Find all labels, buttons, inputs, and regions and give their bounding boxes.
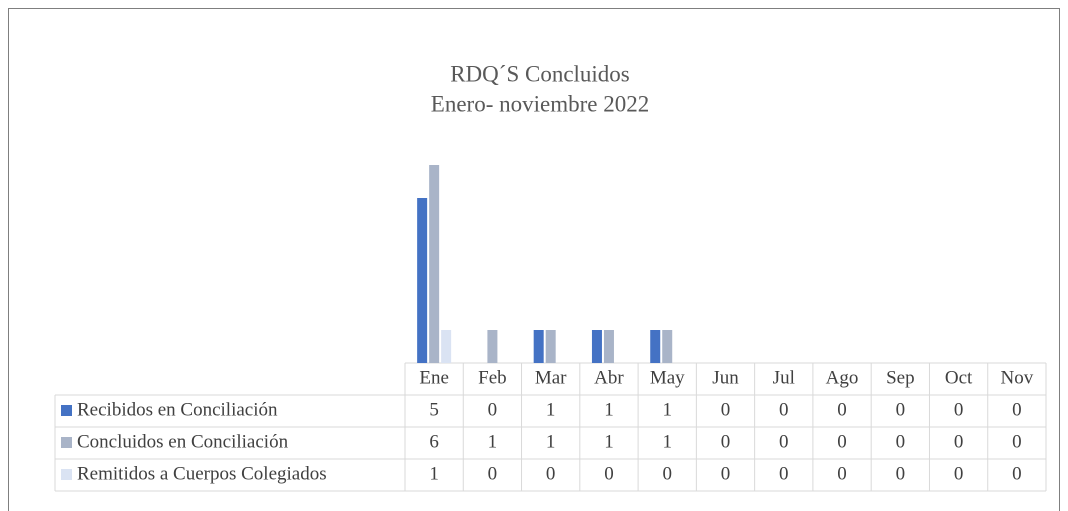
category-label: Jul: [773, 367, 795, 388]
table-value: 0: [896, 431, 906, 452]
table-value: 1: [604, 399, 614, 420]
legend-swatch: [61, 405, 72, 416]
table-value: 0: [954, 463, 964, 484]
category-label: Jun: [712, 367, 739, 388]
table-value: 0: [837, 399, 847, 420]
table-value: 0: [1012, 463, 1022, 484]
table-value: 0: [604, 463, 614, 484]
table-value: 0: [954, 399, 964, 420]
table-value: 0: [488, 463, 498, 484]
bar: [650, 330, 661, 363]
table-value: 0: [896, 399, 906, 420]
legend-label: Concluidos en Conciliación: [77, 431, 289, 452]
bar: [603, 330, 614, 363]
table-value: 1: [546, 399, 556, 420]
table-value: 0: [1012, 399, 1022, 420]
bar: [417, 198, 428, 363]
bar: [429, 165, 440, 363]
category-label: Feb: [478, 367, 507, 388]
legend-swatch: [61, 469, 72, 480]
table-value: 1: [662, 399, 672, 420]
category-label: May: [650, 367, 685, 388]
table-value: 0: [779, 431, 789, 452]
bar: [533, 330, 544, 363]
table-value: 6: [429, 431, 439, 452]
table-value: 0: [779, 463, 789, 484]
category-label: Ene: [419, 367, 449, 388]
category-label: Ago: [826, 367, 859, 388]
bar: [662, 330, 673, 363]
legend-swatch: [61, 437, 72, 448]
table-value: 1: [429, 463, 439, 484]
table-value: 1: [546, 431, 556, 452]
table-value: 5: [429, 399, 439, 420]
category-label: Mar: [535, 367, 567, 388]
bar: [591, 330, 602, 363]
chart-title: RDQ´S Concluidos: [450, 61, 630, 86]
legend-label: Recibidos en Conciliación: [77, 399, 278, 420]
table-value: 0: [721, 431, 731, 452]
category-label: Abr: [594, 367, 624, 388]
table-value: 1: [604, 431, 614, 452]
category-label: Oct: [945, 367, 973, 388]
chart-frame: [8, 8, 1060, 511]
category-label: Nov: [1000, 367, 1033, 388]
table-value: 0: [488, 399, 498, 420]
table-value: 0: [662, 463, 672, 484]
category-label: Sep: [886, 367, 915, 388]
table-value: 0: [546, 463, 556, 484]
legend-label: Remitidos a Cuerpos Colegiados: [77, 463, 327, 484]
bar: [487, 330, 498, 363]
table-value: 0: [721, 463, 731, 484]
table-value: 0: [837, 463, 847, 484]
table-value: 0: [779, 399, 789, 420]
bar: [441, 330, 452, 363]
table-value: 0: [837, 431, 847, 452]
table-value: 0: [896, 463, 906, 484]
table-value: 1: [662, 431, 672, 452]
chart-subtitle: Enero- noviembre 2022: [431, 91, 649, 116]
table-value: 1: [488, 431, 498, 452]
table-value: 0: [954, 431, 964, 452]
table-value: 0: [721, 399, 731, 420]
table-value: 0: [1012, 431, 1022, 452]
bar: [545, 330, 556, 363]
